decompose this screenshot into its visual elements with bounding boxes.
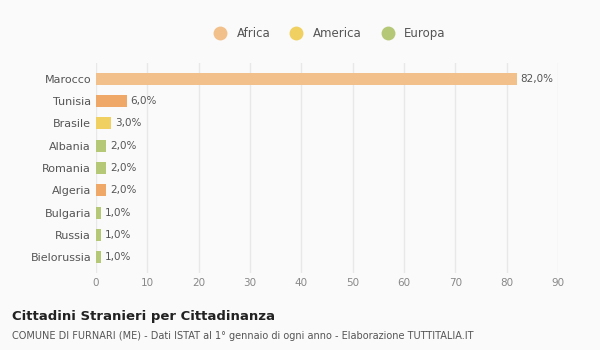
Text: 3,0%: 3,0% [115,118,142,128]
Bar [96,251,101,264]
Text: 1,0%: 1,0% [105,230,131,240]
Bar [96,72,517,85]
Bar [96,140,106,152]
Legend: Africa, America, Europa: Africa, America, Europa [203,23,451,45]
Text: 2,0%: 2,0% [110,163,136,173]
Bar [96,184,106,196]
Text: 2,0%: 2,0% [110,141,136,150]
Text: 82,0%: 82,0% [521,74,554,84]
Bar [96,162,106,174]
Bar [96,117,112,130]
Text: Cittadini Stranieri per Cittadinanza: Cittadini Stranieri per Cittadinanza [12,310,275,323]
Bar [96,229,101,241]
Text: 6,0%: 6,0% [130,96,157,106]
Text: 1,0%: 1,0% [105,252,131,262]
Text: 1,0%: 1,0% [105,208,131,218]
Bar [96,95,127,107]
Text: 2,0%: 2,0% [110,186,136,195]
Text: COMUNE DI FURNARI (ME) - Dati ISTAT al 1° gennaio di ogni anno - Elaborazione TU: COMUNE DI FURNARI (ME) - Dati ISTAT al 1… [12,331,473,341]
Bar [96,206,101,219]
